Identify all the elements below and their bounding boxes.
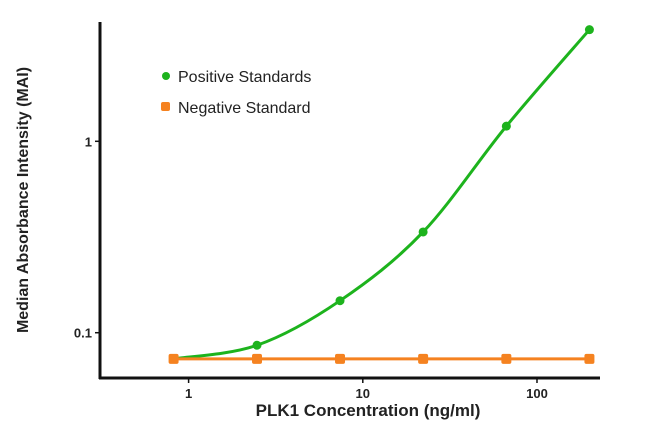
y-axis-label: Median Absorbance Intensity (MAI) [15, 67, 32, 333]
data-point-negative [584, 353, 595, 364]
data-point-positive [584, 25, 594, 35]
data-point-positive [252, 340, 262, 350]
x-tick-label: 10 [356, 386, 370, 401]
data-point-positive [335, 296, 345, 306]
x-tick-label: 1 [185, 386, 192, 401]
y-tick-label: 0.1 [74, 326, 92, 341]
ticks: 1 10 100 0.1 1 [74, 134, 548, 401]
x-axis-label: PLK1 Concentration (ng/ml) [256, 401, 481, 420]
data-point-positive [501, 121, 511, 131]
data-point-positive [418, 227, 428, 237]
legend-marker-negative [161, 102, 170, 111]
x-tick-label: 100 [526, 386, 548, 401]
legend-label-positive: Positive Standards [178, 69, 311, 86]
data-point-negative [335, 353, 346, 364]
plot-area [168, 25, 595, 364]
data-point-negative [418, 353, 429, 364]
y-tick-label: 1 [85, 134, 92, 149]
data-point-negative [168, 353, 179, 364]
legend: Positive Standards Negative Standard [161, 69, 311, 117]
data-point-negative [501, 353, 512, 364]
legend-marker-positive [162, 72, 170, 80]
legend-label-negative: Negative Standard [178, 100, 311, 117]
data-point-negative [252, 353, 263, 364]
